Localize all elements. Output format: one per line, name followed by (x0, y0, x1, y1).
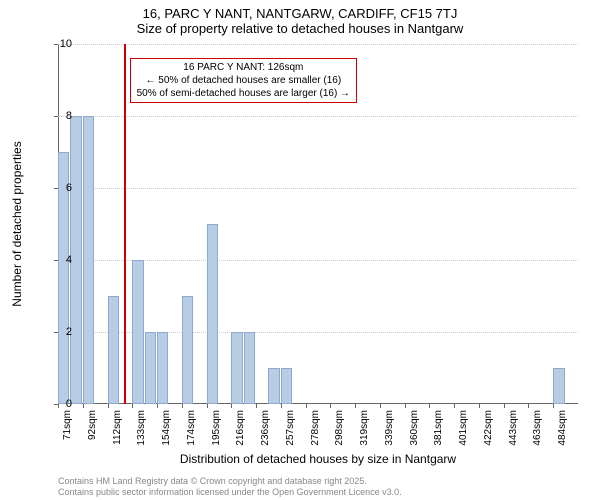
ytick-label: 0 (66, 398, 72, 410)
xtick-mark (132, 404, 133, 408)
ytick-label: 6 (66, 182, 72, 194)
y-axis-label: Number of detached properties (10, 141, 24, 306)
xtick-label: 236sqm (260, 410, 271, 446)
xtick-label: 298sqm (334, 410, 345, 446)
xtick-mark (330, 404, 331, 408)
xtick-mark (58, 404, 59, 408)
chart-title-line2: Size of property relative to detached ho… (0, 21, 600, 40)
grid-line (58, 116, 578, 117)
xtick-mark (157, 404, 158, 408)
histogram-bar (70, 116, 81, 404)
xtick-label: 401sqm (458, 410, 469, 446)
chart-title-line1: 16, PARC Y NANT, NANTGARW, CARDIFF, CF15… (0, 0, 600, 21)
ytick-label: 8 (66, 110, 72, 122)
ytick-mark (54, 116, 58, 117)
annotation-box: 16 PARC Y NANT: 126sqm← 50% of detached … (130, 58, 357, 103)
histogram-bar (244, 332, 255, 404)
histogram-bar (268, 368, 279, 404)
grid-line (58, 44, 578, 45)
xtick-mark (231, 404, 232, 408)
annotation-line3: 50% of semi-detached houses are larger (… (137, 87, 350, 100)
xtick-label: 216sqm (235, 410, 246, 446)
xtick-label: 278sqm (310, 410, 321, 446)
marker-line (124, 44, 126, 404)
xtick-label: 319sqm (359, 410, 370, 446)
histogram-bar (132, 260, 143, 404)
footer-line2: Contains public sector information licen… (58, 487, 402, 498)
xtick-mark (528, 404, 529, 408)
xtick-label: 463sqm (532, 410, 543, 446)
xtick-mark (281, 404, 282, 408)
xtick-mark (306, 404, 307, 408)
histogram-bar (145, 332, 156, 404)
annotation-line2: ← 50% of detached houses are smaller (16… (137, 74, 350, 87)
xtick-mark (504, 404, 505, 408)
xtick-label: 154sqm (161, 410, 172, 446)
xtick-label: 92sqm (87, 410, 98, 440)
ytick-label: 2 (66, 326, 72, 338)
xtick-mark (182, 404, 183, 408)
xtick-label: 339sqm (384, 410, 395, 446)
xtick-mark (405, 404, 406, 408)
histogram-bar (231, 332, 242, 404)
xtick-mark (108, 404, 109, 408)
xtick-mark (380, 404, 381, 408)
annotation-line1: 16 PARC Y NANT: 126sqm (137, 61, 350, 74)
histogram-bar (553, 368, 564, 404)
xtick-label: 484sqm (557, 410, 568, 446)
xtick-label: 112sqm (112, 410, 123, 445)
ytick-label: 10 (60, 38, 72, 50)
xtick-mark (83, 404, 84, 408)
xtick-mark (479, 404, 480, 408)
xtick-label: 195sqm (211, 410, 222, 446)
xtick-mark (454, 404, 455, 408)
histogram-bar (157, 332, 168, 404)
xtick-mark (355, 404, 356, 408)
xtick-mark (429, 404, 430, 408)
histogram-bar (83, 116, 94, 404)
grid-line (58, 188, 578, 189)
x-axis-label: Distribution of detached houses by size … (58, 452, 578, 466)
xtick-label: 257sqm (285, 410, 296, 446)
xtick-label: 381sqm (433, 410, 444, 446)
xtick-label: 71sqm (62, 410, 73, 440)
histogram-bar (182, 296, 193, 404)
ytick-mark (54, 44, 58, 45)
footer-line1: Contains HM Land Registry data © Crown c… (58, 476, 402, 487)
xtick-label: 422sqm (483, 410, 494, 446)
xtick-label: 360sqm (409, 410, 420, 446)
ytick-label: 4 (66, 254, 72, 266)
xtick-label: 174sqm (186, 410, 197, 446)
histogram-bar (281, 368, 292, 404)
xtick-label: 443sqm (508, 410, 519, 446)
chart-footer: Contains HM Land Registry data © Crown c… (58, 476, 402, 498)
xtick-label: 133sqm (136, 410, 147, 446)
xtick-mark (207, 404, 208, 408)
plot-area: 16 PARC Y NANT: 126sqm← 50% of detached … (58, 44, 578, 404)
histogram-bar (108, 296, 119, 404)
xtick-mark (256, 404, 257, 408)
xtick-mark (553, 404, 554, 408)
histogram-bar (207, 224, 218, 404)
